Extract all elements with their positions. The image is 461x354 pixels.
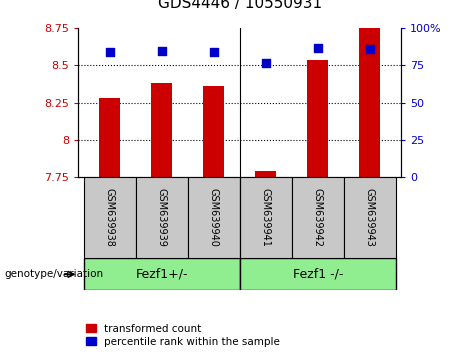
Text: Fezf1 -/-: Fezf1 -/- [293,268,343,281]
Bar [307,59,328,177]
Point [314,45,321,51]
Text: GSM639938: GSM639938 [105,188,115,247]
Bar [188,177,240,258]
Text: GSM639939: GSM639939 [157,188,166,247]
Point [106,49,113,55]
Point [366,46,373,52]
Bar [240,258,396,290]
Bar [151,83,172,177]
Bar [255,171,276,177]
Bar [99,98,120,177]
Point [158,48,165,53]
Bar [240,177,292,258]
Text: GSM639943: GSM639943 [365,188,375,247]
Bar [83,177,136,258]
Legend: transformed count, percentile rank within the sample: transformed count, percentile rank withi… [83,321,283,349]
Bar [203,86,224,177]
Text: GSM639941: GSM639941 [261,188,271,247]
Point [210,49,218,55]
Text: Fezf1+/-: Fezf1+/- [136,268,188,281]
Text: genotype/variation: genotype/variation [5,269,104,279]
Bar [136,177,188,258]
Bar [83,258,240,290]
Text: GSM639940: GSM639940 [209,188,219,247]
Point [262,60,269,65]
Text: GSM639942: GSM639942 [313,188,323,247]
Text: GDS4446 / 10550931: GDS4446 / 10550931 [158,0,322,11]
Bar [344,177,396,258]
Bar [292,177,344,258]
Bar [360,6,380,177]
